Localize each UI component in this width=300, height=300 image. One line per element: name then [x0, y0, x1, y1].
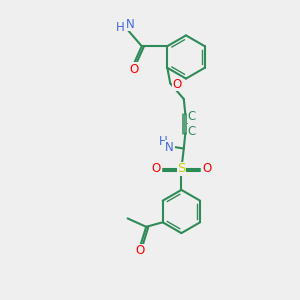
Text: N: N	[165, 140, 174, 154]
Text: C: C	[188, 110, 196, 123]
Text: C: C	[188, 124, 196, 138]
Text: O: O	[129, 63, 138, 76]
Text: O: O	[152, 162, 161, 176]
Text: O: O	[136, 244, 145, 257]
Text: S: S	[177, 162, 186, 176]
Text: O: O	[172, 77, 182, 91]
Text: H: H	[116, 21, 124, 34]
Text: N: N	[126, 17, 135, 31]
Text: H: H	[158, 135, 167, 148]
Text: O: O	[202, 162, 211, 176]
